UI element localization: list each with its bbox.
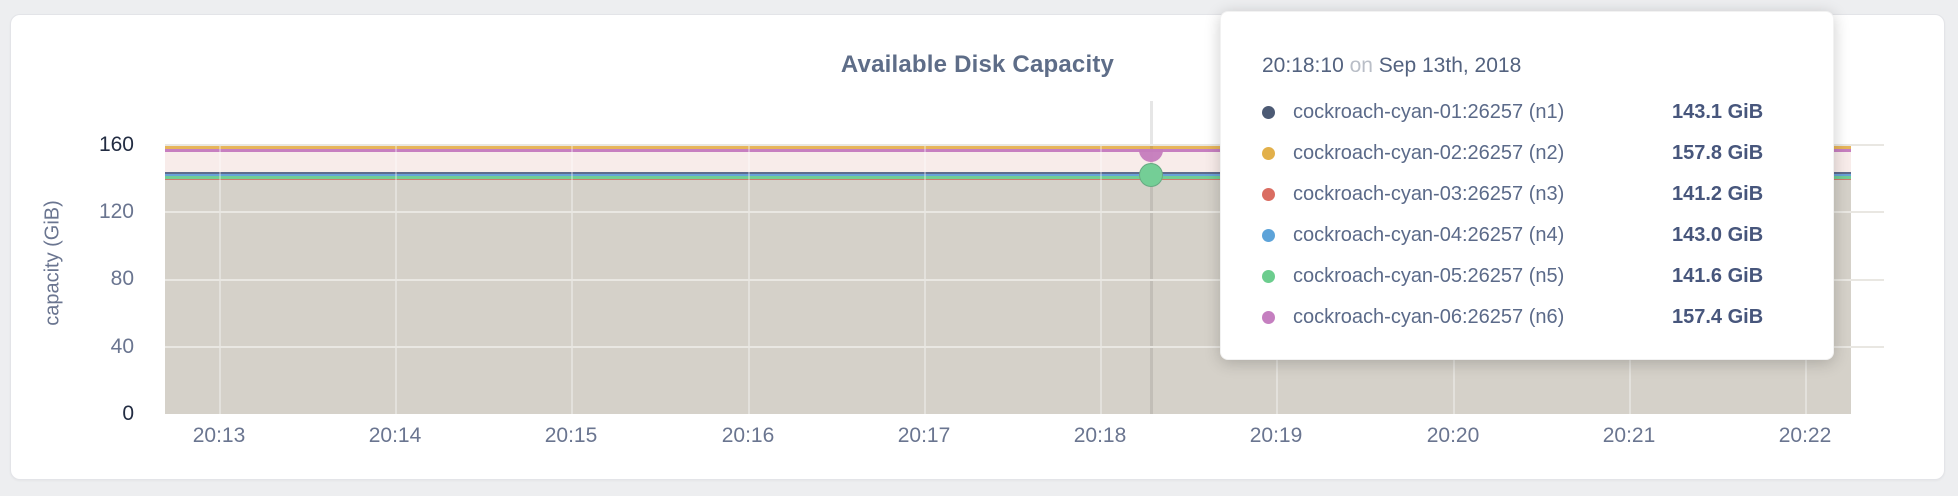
tooltip-value: 143.1 GiB [1672, 101, 1764, 123]
x-tick-label: 20:22 [1778, 424, 1832, 447]
x-tick-label: 20:21 [1602, 424, 1656, 447]
series-line-n3 [165, 178, 1851, 180]
x-tick-label: 20:16 [721, 424, 775, 447]
tooltip-value: 157.4 GiB [1672, 306, 1764, 328]
chart-title: Available Disk Capacity [840, 51, 1115, 78]
x-tick-label: 20:18 [1073, 424, 1127, 447]
gridline-y-80 [165, 279, 1884, 281]
tooltip-value: 141.6 GiB [1672, 265, 1764, 287]
gridline-y-120 [165, 211, 1884, 213]
gridline-x [924, 101, 926, 414]
legend-dot-icon [1262, 147, 1275, 160]
gridline-x [1100, 101, 1102, 414]
gridline-x [219, 101, 221, 414]
legend-dot-icon [1262, 188, 1275, 201]
tooltip-row: cockroach-cyan-02:26257 (n2) 157.8 GiB [1262, 133, 1833, 174]
tooltip-row: cockroach-cyan-01:26257 (n1) 143.1 GiB [1262, 92, 1833, 133]
tooltip-node-label: cockroach-cyan-01:26257 (n1) [1293, 101, 1565, 123]
tooltip-node-label: cockroach-cyan-05:26257 (n5) [1293, 265, 1565, 287]
chart-card: Available Disk Capacity capacity (GiB) 1… [10, 11, 1945, 480]
tooltip-node-label: cockroach-cyan-02:26257 (n2) [1293, 142, 1565, 164]
hover-guideline [1150, 101, 1153, 414]
tooltip-date: Sep 13th, 2018 [1378, 54, 1522, 77]
hover-marker-n6 [1139, 149, 1163, 162]
y-tick-label-0: 0 [122, 402, 134, 425]
tooltip-value: 141.2 GiB [1672, 183, 1764, 205]
tooltip-row: cockroach-cyan-04:26257 (n4) 143.0 GiB [1262, 215, 1833, 256]
series-line-n4 [165, 173, 1851, 176]
x-tick-label: 20:19 [1249, 424, 1303, 447]
legend-dot-icon [1262, 106, 1275, 119]
gridline-x [571, 101, 573, 414]
x-tick-label: 20:15 [544, 424, 598, 447]
tooltip-row: cockroach-cyan-03:26257 (n3) 141.2 GiB [1262, 174, 1833, 215]
tooltip-node-label: cockroach-cyan-03:26257 (n3) [1293, 183, 1565, 205]
hover-marker-n5 [1139, 163, 1163, 187]
gridline-x [748, 101, 750, 414]
gridline-y-160 [165, 144, 1884, 146]
tooltip-header: 20:18:10 on Sep 13th, 2018 [1262, 54, 1833, 78]
y-tick-label-160: 160 [98, 133, 134, 156]
tooltip-node-label: cockroach-cyan-04:26257 (n4) [1293, 224, 1565, 246]
tooltip-row: cockroach-cyan-06:26257 (n6) 157.4 GiB [1262, 297, 1833, 338]
tooltip-value: 157.8 GiB [1672, 142, 1764, 164]
legend-dot-icon [1262, 270, 1275, 283]
y-tick-label-120: 120 [98, 200, 134, 223]
series-line-n5 [165, 176, 1851, 179]
y-tick-label-40: 40 [110, 335, 134, 358]
tooltip-time: 20:18:10 [1262, 54, 1344, 77]
tooltip-node-label: cockroach-cyan-06:26257 (n6) [1293, 306, 1565, 328]
tooltip-value: 143.0 GiB [1672, 224, 1764, 246]
series-line-n2 [165, 146, 1851, 149]
tooltip-connector: on [1349, 54, 1373, 77]
x-tick-label: 20:17 [897, 424, 951, 447]
gridline-x [395, 101, 397, 414]
legend-dot-icon [1262, 229, 1275, 242]
legend-dot-icon [1262, 311, 1275, 324]
x-tick-label: 20:20 [1426, 424, 1480, 447]
series-line-n6 [165, 149, 1851, 152]
hover-tooltip: 20:18:10 on Sep 13th, 2018 cockroach-cya… [1220, 11, 1834, 360]
series-line-n1 [165, 172, 1851, 174]
x-tick-label: 20:13 [192, 424, 246, 447]
y-tick-label-80: 80 [110, 267, 134, 290]
tooltip-row: cockroach-cyan-05:26257 (n5) 141.6 GiB [1262, 256, 1833, 297]
x-tick-label: 20:14 [368, 424, 422, 447]
gridline-y-40 [165, 346, 1884, 348]
